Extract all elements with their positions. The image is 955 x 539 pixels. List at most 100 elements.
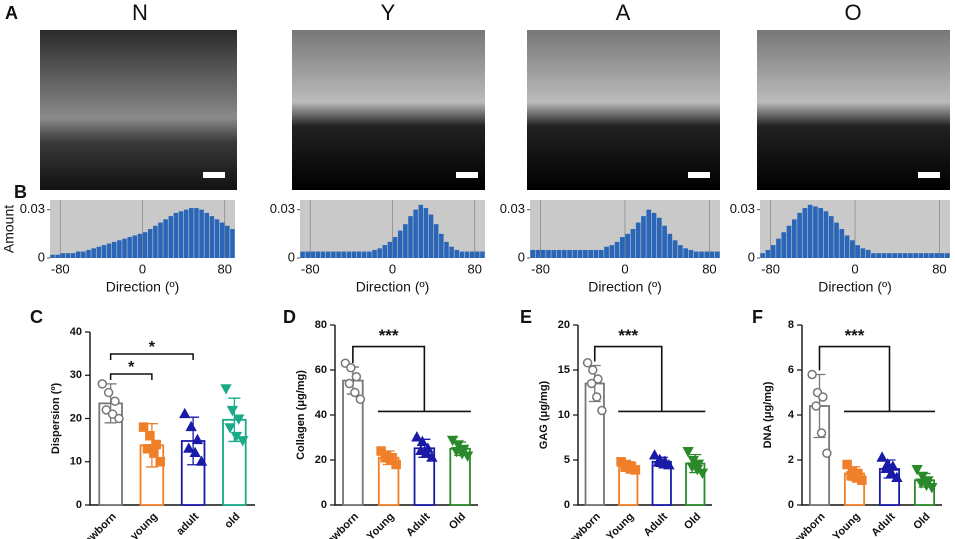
bar xyxy=(807,204,813,258)
scale-bar xyxy=(688,172,710,178)
y-tick-label: 4 xyxy=(788,409,795,421)
bar xyxy=(823,211,829,258)
x-tick-label: Adult xyxy=(869,510,898,539)
bar xyxy=(709,251,715,258)
bar xyxy=(551,249,557,258)
y-tick-label: 8 xyxy=(788,319,794,331)
significance-bracket xyxy=(109,353,194,360)
bar xyxy=(320,251,326,258)
bar xyxy=(945,253,950,258)
bar xyxy=(55,254,60,258)
bar xyxy=(372,249,377,258)
data-point xyxy=(149,448,159,458)
bar xyxy=(897,253,903,258)
bar xyxy=(546,249,551,258)
data-point xyxy=(226,405,239,417)
bar xyxy=(209,216,215,258)
image-label: O xyxy=(844,0,861,25)
bar xyxy=(469,251,475,258)
significance-bracket xyxy=(109,373,153,380)
data-point xyxy=(876,451,888,462)
bar xyxy=(535,249,541,258)
panel-label: F xyxy=(752,307,763,327)
data-point xyxy=(591,392,602,402)
y-tick-label: 80 xyxy=(315,319,327,331)
bar xyxy=(656,217,662,258)
x-tick-label: adult xyxy=(174,510,201,537)
data-point xyxy=(195,455,208,466)
bar xyxy=(828,216,834,258)
bar xyxy=(892,253,897,258)
data-point xyxy=(586,378,597,389)
bar xyxy=(387,241,393,258)
bar xyxy=(403,224,408,258)
y-tick-label: 0.03 xyxy=(730,201,755,216)
data-point xyxy=(107,409,118,419)
bar xyxy=(704,251,710,258)
significance-label: *** xyxy=(845,326,865,345)
y-tick-label: 0 xyxy=(564,499,570,511)
x-tick-label: 80 xyxy=(217,261,231,276)
y-tick-label: 10 xyxy=(70,456,82,468)
bar xyxy=(834,222,839,258)
data-point xyxy=(224,423,236,434)
data-point xyxy=(911,465,923,476)
bar xyxy=(813,206,818,258)
bar xyxy=(397,230,403,258)
data-point xyxy=(816,428,827,438)
data-point xyxy=(880,462,892,473)
y-tick-label: 0 xyxy=(518,249,525,264)
scale-bar xyxy=(203,172,225,178)
bar xyxy=(770,245,776,258)
micrograph xyxy=(527,30,720,190)
significance-label: *** xyxy=(618,326,638,345)
bar xyxy=(106,243,112,258)
y-tick-label: 0 xyxy=(76,499,82,511)
bar xyxy=(641,216,646,258)
bar xyxy=(693,251,699,258)
bar xyxy=(168,216,174,258)
bar xyxy=(214,219,220,258)
bar xyxy=(572,249,578,258)
bar xyxy=(923,253,929,258)
data-point xyxy=(183,442,195,453)
data-point xyxy=(587,365,598,375)
data-point xyxy=(191,433,204,445)
x-tick-label: -80 xyxy=(301,261,320,276)
bar xyxy=(939,253,945,258)
significance-bracket xyxy=(818,345,935,413)
bar xyxy=(413,209,418,258)
bar xyxy=(70,253,76,258)
x-tick-label: Newborn xyxy=(786,510,828,539)
data-point xyxy=(151,439,161,450)
panel-label: B xyxy=(14,182,27,202)
bar xyxy=(127,237,132,258)
bar xyxy=(672,240,678,258)
bar xyxy=(765,249,771,258)
bar xyxy=(625,233,630,258)
bar xyxy=(844,235,850,258)
x-tick-label: 0 xyxy=(139,261,146,276)
bar xyxy=(367,251,372,258)
bar xyxy=(351,251,357,258)
data-point xyxy=(185,420,197,432)
data-point xyxy=(663,459,675,470)
bar xyxy=(913,253,919,258)
data-point xyxy=(582,358,593,368)
data-point xyxy=(237,436,249,447)
x-tick-label: Young xyxy=(831,511,863,539)
significance-label: *** xyxy=(379,326,399,345)
bar xyxy=(331,251,336,258)
data-point xyxy=(696,468,709,479)
bar xyxy=(561,249,567,258)
y-tick-label: 10 xyxy=(558,409,570,421)
data-point xyxy=(344,378,355,389)
y-tick-label: 40 xyxy=(70,326,82,338)
x-tick-label: Old xyxy=(447,511,468,532)
scale-bar xyxy=(918,172,940,178)
significance-bracket xyxy=(593,345,706,413)
micrographs xyxy=(40,30,950,190)
bar xyxy=(786,225,792,258)
bar xyxy=(646,209,652,258)
data-point xyxy=(822,448,832,458)
